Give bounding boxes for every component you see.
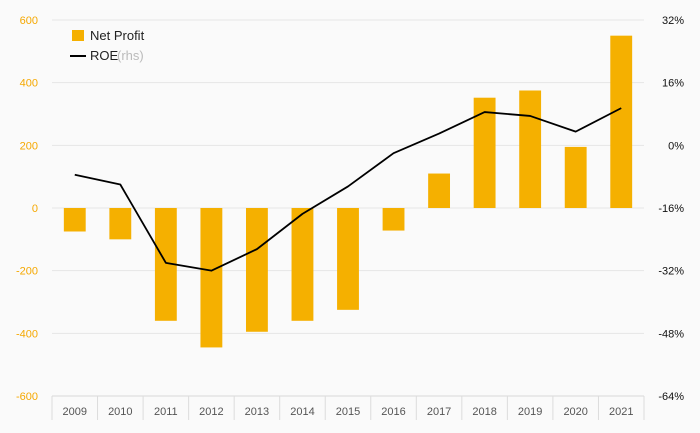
x-tick-2011: 2011	[154, 406, 178, 418]
x-tick-2021: 2021	[609, 406, 633, 418]
y-right-tick-64: -64%	[658, 391, 684, 403]
legend-swatch-net-profit	[72, 30, 84, 41]
x-tick-2013: 2013	[245, 406, 269, 418]
x-tick-2018: 2018	[472, 406, 496, 418]
bar-2010	[109, 208, 132, 240]
x-tick-2010: 2010	[108, 406, 132, 418]
bar-2017	[428, 173, 451, 208]
y-right-tick-32: -32%	[658, 266, 684, 278]
bar-2015	[337, 208, 359, 310]
x-tick-2016: 2016	[381, 406, 405, 418]
y-left-tick-600: -600	[16, 391, 38, 403]
y-right-tick-0: 0%	[668, 140, 684, 152]
y-left-tick-200: -200	[16, 266, 38, 278]
bars-net-profit	[63, 35, 633, 348]
bar-2012	[200, 208, 223, 348]
line-roe	[74, 107, 622, 272]
bar-2013	[245, 208, 268, 332]
x-tick-2020: 2020	[563, 406, 587, 418]
x-tick-2009: 2009	[63, 406, 87, 418]
legend-label-roe: ROE	[90, 48, 119, 63]
y-right-tick-48: -48%	[658, 328, 684, 340]
bar-2016	[382, 208, 405, 231]
y-right-tick-16: 16%	[662, 78, 684, 90]
bar-2014	[291, 208, 314, 321]
x-tick-2019: 2019	[518, 406, 542, 418]
legend-note-rhs: (rhs)	[117, 48, 144, 63]
y-axis-left: 600 400 200 0 -200 -400 -600	[16, 15, 38, 403]
x-tick-2014: 2014	[290, 406, 314, 418]
y-right-tick-16: -16%	[658, 203, 684, 215]
bar-2018	[473, 97, 496, 208]
y-right-tick-32: 32%	[662, 15, 684, 27]
bar-2019	[519, 90, 542, 208]
y-axis-right: 32% 16% 0% -16% -32% -48% -64%	[658, 15, 684, 403]
x-tick-2012: 2012	[199, 406, 223, 418]
x-tick-2017: 2017	[427, 406, 451, 418]
bar-2021	[610, 35, 633, 208]
y-left-tick-0: 0	[32, 203, 38, 215]
bar-2009	[63, 208, 86, 232]
legend: Net Profit ROE (rhs)	[70, 28, 145, 63]
y-left-tick-400: -400	[16, 328, 38, 340]
y-left-tick-200: 200	[20, 140, 38, 152]
bar-2011	[154, 208, 177, 321]
y-left-tick-600: 600	[20, 15, 38, 27]
x-axis: 2009 2010 2011 2012 2013 2014 2015 2016 2017 2018…	[51, 395, 645, 420]
y-left-tick-400: 400	[20, 78, 38, 90]
legend-label-net-profit: Net Profit	[90, 28, 145, 43]
x-tick-2015: 2015	[336, 406, 360, 418]
bar-2020	[564, 146, 587, 208]
